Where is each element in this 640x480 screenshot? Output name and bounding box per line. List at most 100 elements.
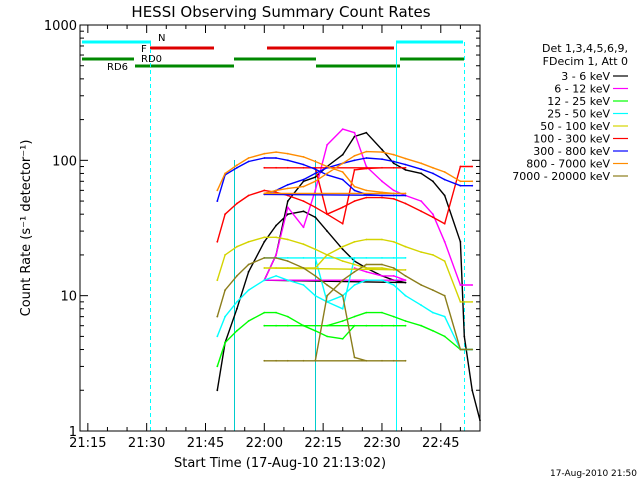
data-point [275, 224, 277, 227]
series-line-4 [216, 236, 473, 303]
data-point [341, 206, 344, 209]
data-point [314, 166, 317, 169]
data-point [443, 260, 446, 262]
data-point [443, 294, 446, 297]
data-point [236, 202, 238, 205]
data-point [381, 257, 383, 259]
data-point [314, 257, 317, 259]
data-point [365, 157, 368, 159]
data-point [353, 154, 356, 157]
legend-header-line: FDecim 1, Att 0 [543, 55, 628, 68]
data-point [216, 365, 219, 368]
data-point [365, 324, 368, 327]
data-point [263, 157, 266, 159]
data-point [381, 158, 383, 161]
y-tick-label: 10 [60, 290, 77, 305]
data-point [459, 284, 462, 286]
data-point [365, 267, 368, 269]
data-point [302, 166, 305, 169]
data-point [341, 294, 344, 297]
data-point [224, 315, 227, 318]
data-point [365, 263, 368, 266]
data-point [459, 165, 462, 168]
data-point [381, 166, 383, 169]
data-point [216, 389, 219, 392]
data-point [353, 263, 356, 266]
data-point [381, 324, 383, 327]
data-point [275, 254, 277, 256]
data-point [247, 160, 250, 163]
data-point [314, 267, 317, 269]
data-point [263, 192, 266, 195]
data-point [314, 248, 317, 251]
data-point [263, 166, 266, 169]
legend: Det 1,3,4,5,6,9,FDecim 1, Att 0 3 - 6 keV… [512, 42, 628, 183]
data-point [459, 240, 462, 243]
data-point [286, 359, 289, 362]
night-flag-label: N [158, 33, 165, 44]
series-line-2 [216, 311, 473, 367]
data-point [275, 236, 277, 239]
data-point [420, 168, 423, 171]
data-point [443, 315, 446, 318]
data-point [275, 151, 277, 154]
y-axis: 1 10 100 1000 [44, 19, 480, 440]
data-point [302, 210, 305, 213]
data-point [471, 301, 474, 303]
data-point [326, 165, 328, 168]
data-point [381, 148, 383, 151]
data-point [326, 335, 328, 338]
data-point [432, 180, 434, 183]
data-point [420, 162, 423, 165]
legend-entry-label: 50 - 100 keV [540, 120, 610, 133]
data-point [216, 315, 219, 318]
data-point [341, 128, 344, 131]
data-point [392, 315, 395, 318]
data-point [236, 329, 238, 332]
data-point [392, 267, 395, 269]
data-point [275, 157, 277, 159]
data-point [420, 172, 423, 175]
data-point [314, 216, 317, 219]
data-point [302, 178, 305, 181]
data-point [247, 320, 250, 322]
data-point [463, 335, 466, 338]
data-point [432, 311, 434, 314]
data-point [432, 254, 434, 256]
data-point [353, 315, 356, 318]
data-point [341, 279, 344, 282]
data-point [341, 153, 344, 156]
data-point [365, 257, 368, 259]
x-axis-label: Start Time (17-Aug-10 21:13:02) [174, 456, 386, 471]
data-point [286, 238, 289, 241]
data-point [247, 157, 250, 159]
data-point [275, 275, 277, 277]
data-point [302, 267, 305, 269]
data-point [236, 301, 238, 303]
data-point [353, 159, 356, 162]
data-point [365, 238, 368, 241]
data-point [365, 270, 368, 273]
data-point [404, 281, 407, 284]
legend-entry-label: 12 - 25 keV [547, 95, 610, 108]
data-point [314, 180, 317, 183]
data-point [392, 153, 395, 156]
data-point [404, 192, 407, 195]
data-point [224, 289, 227, 291]
data-point [365, 311, 368, 314]
data-point [459, 184, 462, 187]
data-point [381, 263, 383, 266]
data-point [471, 165, 474, 168]
data-point [471, 389, 474, 392]
data-point [404, 163, 407, 166]
data-point [381, 180, 383, 183]
data-point [392, 359, 395, 362]
data-point [381, 191, 383, 194]
data-point [432, 289, 434, 291]
data-point [404, 245, 407, 248]
plot-frame [79, 24, 481, 432]
data-point [392, 192, 395, 195]
data-point [392, 194, 395, 197]
data-point [365, 150, 368, 153]
